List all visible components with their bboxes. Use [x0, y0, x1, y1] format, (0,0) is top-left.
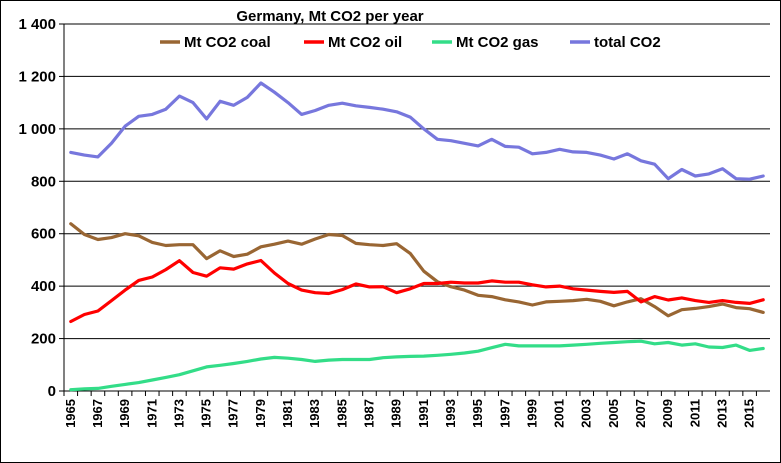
x-tick-label: 1975	[199, 399, 214, 428]
x-tick-label: 1989	[389, 399, 404, 428]
y-tick-label: 600	[31, 226, 56, 243]
x-tick-label: 1965	[63, 399, 78, 428]
y-tick-label: 400	[31, 278, 56, 295]
x-tick-label: 1983	[307, 399, 322, 428]
x-tick-label: 2013	[714, 399, 729, 428]
y-tick-label: 1 400	[18, 16, 56, 33]
x-tick-label: 1971	[144, 399, 159, 428]
x-tick-label: 1981	[280, 399, 295, 428]
x-tick-label: 1967	[90, 399, 105, 428]
chart-title: Germany, Mt CO2 per year	[236, 8, 423, 25]
legend-label: Mt CO2 coal	[184, 34, 271, 51]
y-tick-label: 800	[31, 173, 56, 190]
legend-label: Mt CO2 oil	[328, 34, 402, 51]
x-tick-label: 1995	[470, 399, 485, 428]
x-tick-label: 1999	[524, 399, 539, 428]
series-line-1	[69, 222, 765, 318]
y-tick-label: 0	[48, 383, 56, 400]
x-tick-label: 1987	[361, 399, 376, 428]
x-tick-label: 1969	[117, 399, 132, 428]
y-tick-label: 1 200	[18, 68, 56, 85]
y-tick-label: 200	[31, 331, 56, 348]
x-tick-label: 2003	[579, 399, 594, 428]
y-tick-label: 1 000	[18, 121, 56, 138]
series-line-2	[69, 258, 765, 324]
x-tick-label: 1985	[334, 399, 349, 428]
x-tick-label: 1973	[171, 399, 186, 428]
legend-label: total CO2	[594, 34, 661, 51]
x-tick-label: 1991	[416, 399, 431, 428]
x-tick-label: 2015	[742, 399, 757, 428]
series-line-4	[69, 81, 765, 181]
x-tick-label: 1977	[226, 399, 241, 428]
x-tick-label: 1979	[253, 399, 268, 428]
x-tick-label: 1997	[497, 399, 512, 428]
x-tick-label: 2001	[552, 399, 567, 428]
legend-label: Mt CO2 gas	[456, 34, 539, 51]
x-tick-label: 2007	[633, 399, 648, 428]
series-line-3	[69, 339, 765, 392]
x-tick-label: 2009	[660, 399, 675, 428]
x-tick-label: 2005	[606, 399, 621, 428]
x-tick-label: 2011	[687, 399, 702, 427]
x-tick-label: 1993	[443, 399, 458, 428]
